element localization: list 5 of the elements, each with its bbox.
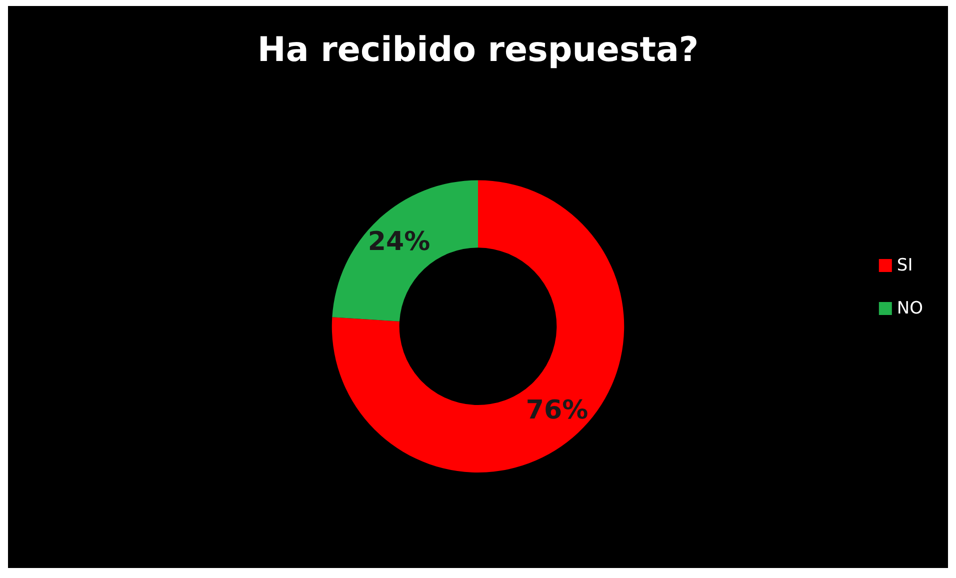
data-label: 24%	[368, 227, 430, 258]
chart-title: Ha recibido respuesta?	[257, 30, 699, 70]
legend-label: SI	[896, 256, 913, 276]
data-label: 76%	[526, 395, 588, 426]
legend-label: NO	[896, 298, 924, 318]
